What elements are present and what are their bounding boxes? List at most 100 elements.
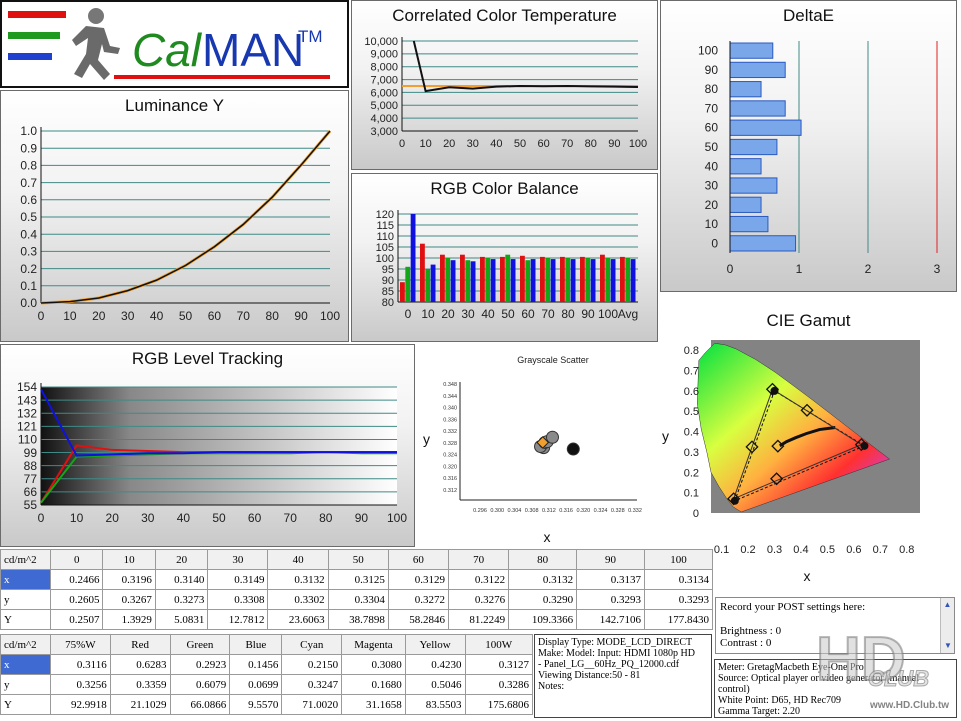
scroll-up-icon[interactable]: ▲ [943,600,952,609]
measured-point [771,439,785,453]
balance-bar [425,269,431,302]
row-label[interactable]: y [0,589,51,610]
column-header: Cyan [281,634,343,655]
row-label[interactable]: x [0,569,51,590]
y-tick-label: 99 [24,446,38,460]
column-header: 40 [267,549,329,570]
y-tick-label: 10,000 [364,36,398,48]
deltae-bar [729,119,802,136]
table-cell: 92.9918 [50,694,111,715]
x-tick-label: 70 [237,309,251,323]
table-cell: 0.0699 [229,674,283,695]
y-tick-label: 66 [24,485,38,499]
table-cell: 177.8430 [644,609,713,630]
meter-info-line: Gamma Target: 2.20 [718,706,800,717]
x-tick-label: 80 [319,511,333,525]
table-row[interactable]: x 0.2466 0.3196 0.3140 0.3149 0.3132 0.3125 0.3… [0,569,713,590]
x-tick-label: 1 [796,262,803,276]
table-row[interactable]: Y 92.9918 21.1029 66.0866 9.5570 71.0020 31.16… [0,694,533,715]
table-cell: 0.3293 [576,589,646,610]
measured-point [765,382,780,396]
y-tick-label: 85 [382,286,394,298]
balance-bar [600,254,605,302]
table-row[interactable]: y 0.2605 0.3267 0.3273 0.3308 0.3302 0.3304 0.3… [0,589,713,610]
x-tick-label: 0 [38,511,45,525]
x-tick-label: 0.312 [542,508,556,514]
deltae-bar [729,42,774,59]
table-row[interactable]: x 0.3116 0.6283 0.2923 0.1456 0.2150 0.3080 0.4… [0,654,533,675]
y-tick-label: 10 [705,217,719,231]
table-cell: 5.0831 [154,609,209,630]
row-label[interactable]: x [0,654,51,675]
balance-bar [540,256,545,302]
x-tick-label: 0.296 [473,508,487,514]
y-tick-label: 80 [705,82,719,96]
balance-bar [570,259,576,302]
row-label[interactable]: Y [0,694,51,715]
deltae-title: DeltaE [782,6,835,25]
x-tick-label: 50 [501,307,515,321]
table-row[interactable]: y 0.3256 0.3359 0.6079 0.0699 0.3247 0.1680 0.5… [0,674,533,695]
scatter-title: Grayscale Scatter [517,355,589,365]
balance-bar [530,259,536,302]
target-point [860,441,869,450]
x-tick-label: 50 [179,309,193,323]
logo-man: MAN [202,24,304,76]
balance-bar [545,258,551,302]
deltae-bar [729,215,769,233]
balance-bar [445,258,451,302]
cct-title: Correlated Color Temperature [392,6,617,25]
row-label[interactable]: y [0,674,51,695]
table-cell: 0.3125 [327,569,389,590]
table-cell: 58.2846 [387,609,450,630]
table-cell: 109.3366 [508,609,578,630]
display-info-line: Make: Model: Input: HDMI 1080p HD [538,648,695,659]
balance-bar [605,258,611,302]
x-tick-label: 30 [141,511,155,525]
cie-title: CIE Gamut [766,311,851,330]
table-cell: 0.3116 [50,654,111,675]
x-tick-label: 30 [467,138,479,150]
post-settings-box[interactable]: Record your POST settings here: Brightne… [715,597,955,654]
colors-table: cd/m^2 75%W Red Green Blue Cyan Magenta Yellow 1… [0,634,533,715]
x-tick-label: 0.5 [820,544,835,556]
measured-point [727,492,741,506]
balance-bar [620,256,625,302]
x-tick-label: 0 [727,262,734,276]
column-header: 50 [327,549,389,570]
deltae-bar [729,158,762,175]
column-header: 100W [464,634,533,655]
column-header: 30 [207,549,269,570]
x-tick-label: 0 [405,307,412,321]
rgb-balance-title: RGB Color Balance [430,179,579,198]
y-tick-label: 0.4 [20,227,37,241]
table-cell: 0.2466 [49,569,104,590]
x-tick-label: 40 [177,511,191,525]
x-tick-label: 60 [521,307,535,321]
balance-bar [625,258,631,302]
balance-bar [400,282,405,302]
y-tick-label: 0.6 [684,386,699,398]
row-label[interactable]: Y [0,609,51,630]
y-tick-label: 0.340 [443,406,457,412]
scroll-down-icon[interactable]: ▼ [944,641,952,650]
balance-bar [460,254,465,302]
balance-bar [410,214,416,302]
table-cell: 0.2923 [169,654,231,675]
scatter-panel: Grayscale Scatter 0.348 0.344 0.340 0.336 0.3… [415,344,660,547]
scrollbar[interactable]: ▲ ▼ [940,598,954,653]
deltae-bar [729,61,786,79]
y-tick-label: 50 [705,140,719,154]
table-cell: 0.6079 [169,674,231,695]
balance-bar [510,259,516,302]
measured-point [745,440,759,454]
deltae-bar [729,81,762,98]
table-row[interactable]: Y 0.2507 1.3929 5.0831 12.7812 23.6063 38.7898… [0,609,713,630]
y-tick-label: 0.8 [20,159,37,173]
x-tick-label: 40 [481,307,495,321]
x-tick-label: 80 [561,307,575,321]
y-tick-label: 0.328 [443,441,457,447]
table-cell: 81.2249 [447,609,510,630]
table-cell: 0.3140 [154,569,209,590]
luminance-title: Luminance Y [125,96,224,115]
